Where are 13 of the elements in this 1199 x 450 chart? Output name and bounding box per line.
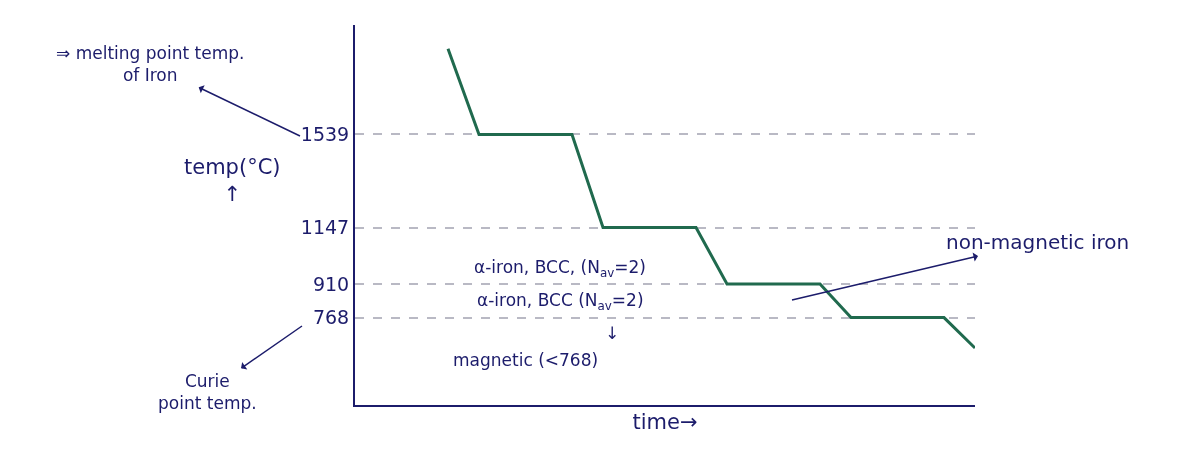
x-axis-title: time→ (632, 409, 698, 434)
y-tick-label: 910 (312, 272, 350, 295)
y-axis-title: temp(°C) ↑ (184, 155, 281, 207)
text: Curie point temp. (158, 371, 257, 414)
annotation: α-iron, BCC (N$_{av}$=2) (477, 290, 644, 313)
y-tick-label: 1539 (300, 123, 350, 146)
annotation: ↓ (605, 323, 620, 343)
annotation: α-iron, BCC, (N$_{av}$=2) (474, 257, 646, 280)
y-tick-label: 1147 (300, 216, 350, 239)
annotation: non-magnetic iron (946, 230, 1130, 254)
text: ⇒ melting point temp. of Iron (56, 43, 245, 86)
y-tick-label: 768 (312, 306, 350, 329)
annotation: magnetic (<768) (453, 350, 599, 370)
